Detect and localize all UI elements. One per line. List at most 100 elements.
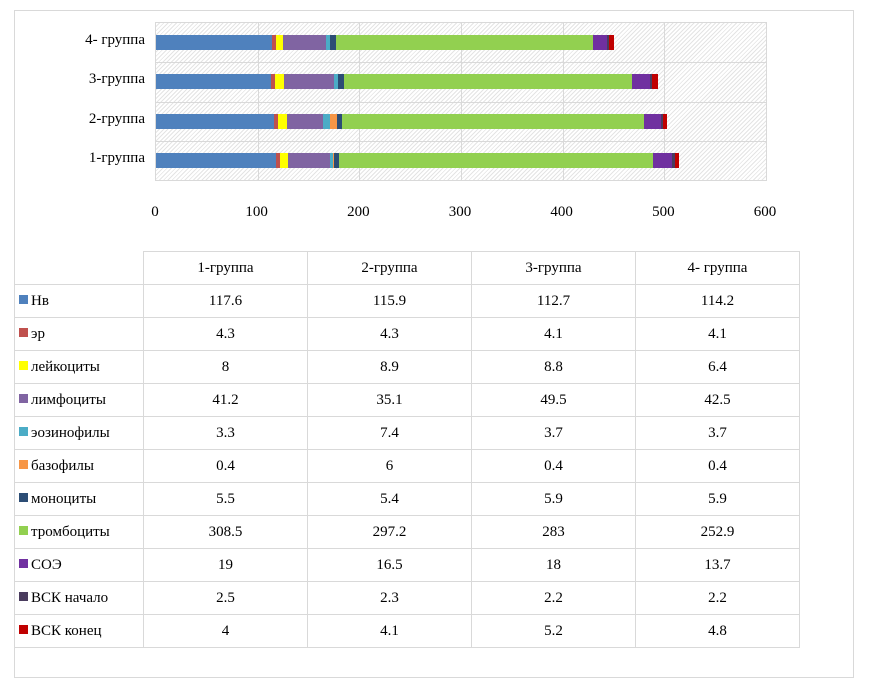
table-row: Нв 117.6 115.9 112.7 114.2 (15, 284, 800, 318)
data-label: 283 (471, 515, 636, 549)
bar-segment (273, 113, 279, 129)
table-header: 2-группа (307, 251, 472, 285)
legend-entry: ВСК начало (15, 581, 144, 615)
data-label: 0.4 (635, 449, 800, 483)
data-label: 114.2 (635, 284, 800, 318)
bar-segment (276, 35, 283, 51)
bar-segment (156, 35, 273, 51)
data-label: 41.2 (143, 383, 308, 417)
data-label: 6.4 (635, 350, 800, 384)
bar-segment (156, 74, 271, 90)
data-label: 5.4 (307, 482, 472, 516)
category-label: 1-группа (88, 149, 145, 166)
legend-swatch (19, 360, 28, 370)
data-label: 5.5 (143, 482, 308, 516)
data-label: 5.2 (471, 614, 636, 648)
data-label: 4.3 (143, 317, 308, 351)
bar-segment (336, 113, 343, 129)
bar-segment (338, 74, 345, 90)
table-row: СОЭ 19 16.5 18 13.7 (15, 548, 800, 582)
x-tick-label: 200 (347, 204, 370, 220)
plot-area (155, 22, 767, 181)
table-row: моноциты 5.5 5.4 5.9 5.9 (15, 482, 800, 516)
legend-entry: лимфоциты (15, 383, 144, 417)
legend-entry: Нв (15, 284, 144, 318)
x-tick-label: 100 (245, 204, 268, 220)
data-label: 4.1 (471, 317, 636, 351)
bar-segment (329, 152, 334, 168)
series-name: ВСК конец (31, 622, 102, 639)
bar-segment (342, 113, 645, 129)
table-row: эр 4.3 4.3 4.1 4.1 (15, 317, 800, 351)
bar-segment (644, 113, 661, 129)
data-label: 49.5 (471, 383, 636, 417)
data-label: 42.5 (635, 383, 800, 417)
bar-segment (660, 113, 664, 129)
data-label: 0.4 (143, 449, 308, 483)
data-label: 3.7 (635, 416, 800, 450)
bar-segment (272, 35, 277, 51)
legend-entry: СОЭ (15, 548, 144, 582)
bar-segment (650, 74, 653, 90)
data-table: 1-группа 2-группа 3-группа 4- группа Нв 117.6… (15, 251, 800, 648)
data-label: 13.7 (635, 548, 800, 582)
series-name: моноциты (31, 490, 97, 507)
series-name: базофилы (31, 457, 94, 474)
legend-swatch (19, 558, 28, 568)
table-header: 1-группа (143, 251, 308, 285)
legend-entry: тромбоциты (15, 515, 144, 549)
gridline (156, 101, 766, 103)
bar-segment (275, 152, 280, 168)
data-label: 6 (307, 449, 472, 483)
legend-swatch (19, 294, 28, 304)
table-row: лейкоциты 8 8.9 8.8 6.4 (15, 350, 800, 384)
bar-segment (322, 113, 331, 129)
gridline (156, 62, 766, 64)
data-label: 7.4 (307, 416, 472, 450)
bar-segment (663, 113, 668, 129)
bar-segment (330, 113, 337, 129)
bar-segment (282, 35, 326, 51)
legend-swatch (19, 459, 28, 469)
bar-segment (652, 152, 673, 168)
bar-segment (325, 35, 330, 51)
bar-segment (344, 74, 632, 90)
data-label: 115.9 (307, 284, 472, 318)
legend-swatch (19, 624, 28, 634)
x-tick-label: 600 (753, 204, 777, 220)
bar-segment (156, 113, 274, 129)
bar-segment (609, 35, 615, 51)
data-label: 2.2 (635, 581, 800, 615)
table-header: 3-группа (471, 251, 636, 285)
table-row: лимфоциты 41.2 35.1 49.5 42.5 (15, 383, 800, 417)
series-name: лимфоциты (31, 391, 106, 408)
data-label: 0.4 (471, 449, 636, 483)
legend-swatch (19, 426, 28, 436)
bar-segment (593, 35, 608, 51)
series-name: ВСК начало (31, 589, 109, 606)
data-label: 252.9 (635, 515, 800, 549)
legend-swatch (19, 591, 28, 601)
category-label: 3-группа (88, 71, 145, 88)
bar-segment (607, 35, 610, 51)
data-label: 8.8 (471, 350, 636, 384)
data-label: 4.1 (635, 317, 800, 351)
bar-segment (333, 152, 340, 168)
x-tick-label: 400 (550, 204, 573, 220)
data-label: 4 (143, 614, 308, 648)
data-label: 3.3 (143, 416, 308, 450)
bar-segment (156, 152, 276, 168)
data-label: 2.3 (307, 581, 472, 615)
table-row: базофилы 0.4 6 0.4 0.4 (15, 449, 800, 483)
bar-segment (339, 152, 653, 168)
series-name: Нв (31, 292, 49, 309)
legend-entry: эр (15, 317, 144, 351)
data-label: 8.9 (307, 350, 472, 384)
data-label: 19 (143, 548, 308, 582)
legend-swatch (19, 525, 28, 535)
data-label: 3.7 (471, 416, 636, 450)
series-name: тромбоциты (31, 523, 110, 540)
table-row: ВСК конец 4 4.1 5.2 4.8 (15, 614, 800, 648)
data-label: 8 (143, 350, 308, 384)
bar-segment (283, 74, 334, 90)
